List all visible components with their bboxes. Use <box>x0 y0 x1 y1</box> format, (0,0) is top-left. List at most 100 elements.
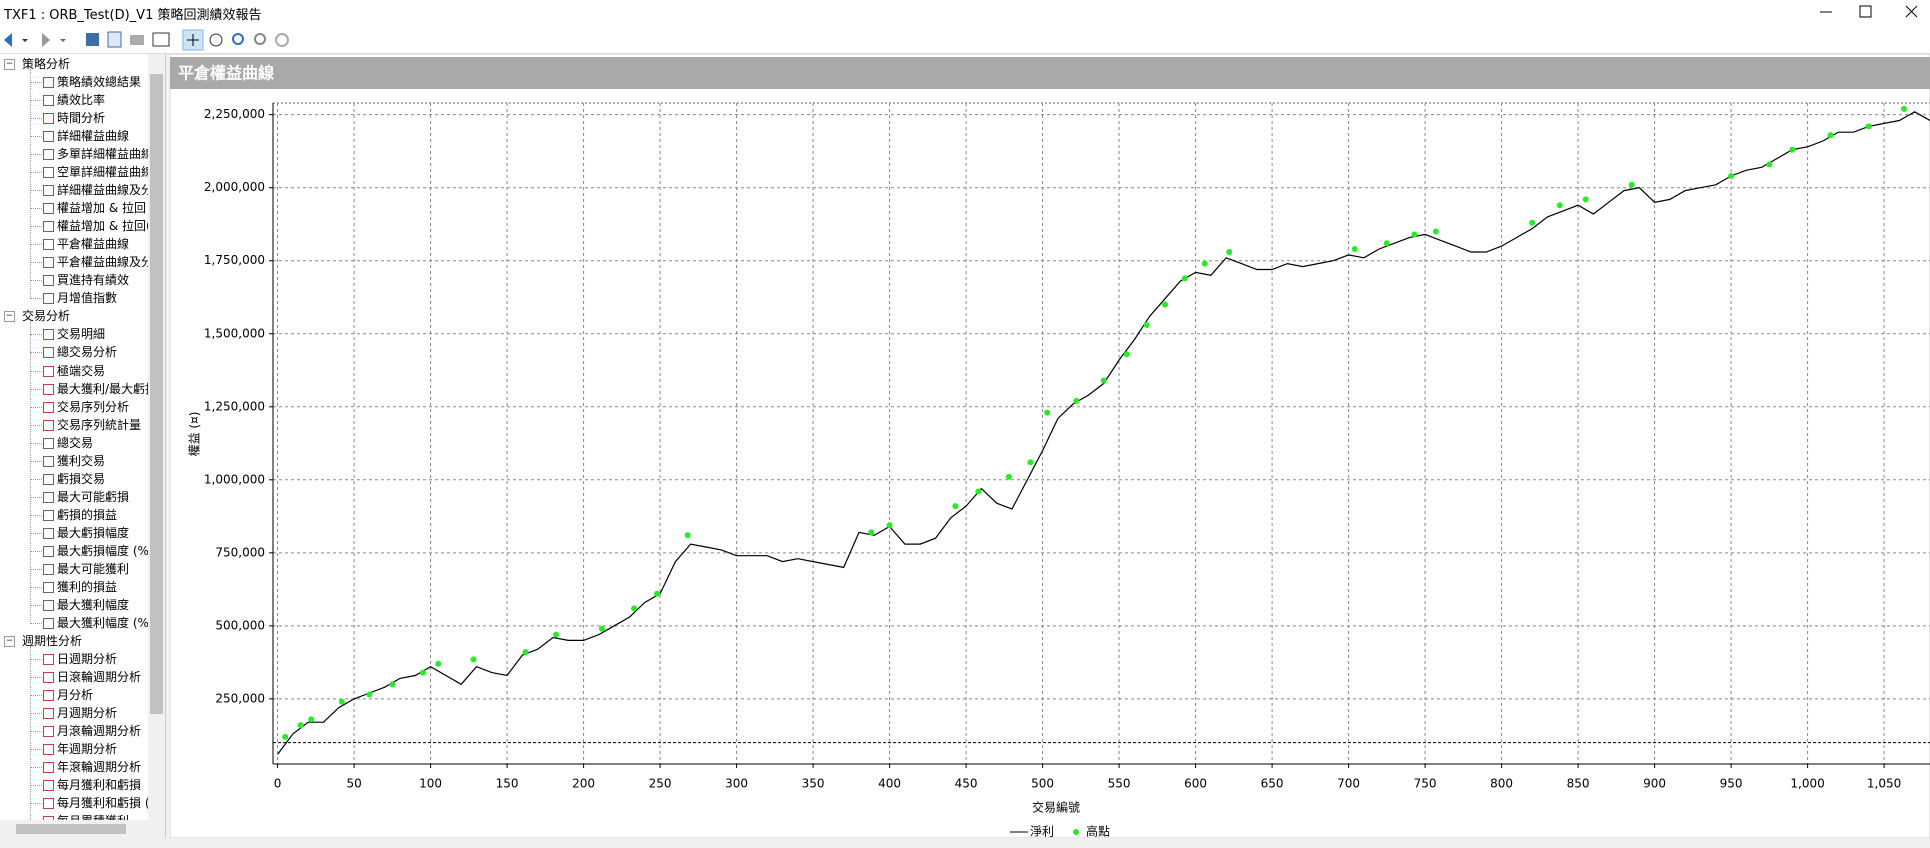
tree-item[interactable]: 績效比率 <box>57 93 106 108</box>
high-point <box>868 529 875 536</box>
collapse-toggle[interactable]: − <box>4 59 15 70</box>
legend-label: 淨利 <box>1030 825 1054 839</box>
high-point <box>366 691 373 698</box>
item-icon <box>43 744 54 756</box>
collapse-toggle[interactable]: − <box>4 635 15 647</box>
zoom-in-tool[interactable] <box>232 33 244 45</box>
table-button[interactable] <box>152 32 170 47</box>
tree-item[interactable]: 獲利的損益 <box>57 579 118 594</box>
x-tick-label: 750 <box>1414 777 1437 791</box>
high-point <box>1556 202 1563 209</box>
high-point <box>282 733 289 740</box>
x-tick-label: 400 <box>878 777 901 791</box>
x-tick-label: 950 <box>1720 777 1743 791</box>
tree-item[interactable]: 平倉權益曲線 <box>57 237 130 252</box>
preview-button[interactable] <box>107 31 122 48</box>
tree-item[interactable]: 最大獲利幅度 (% <box>57 615 148 630</box>
tree-item[interactable]: 年週期分析 <box>57 742 118 757</box>
tree-item[interactable]: 總交易分析 <box>57 345 118 360</box>
tree-item[interactable]: 最大虧損幅度 (% <box>57 543 148 558</box>
tree-item[interactable]: 月週期分析 <box>57 706 118 721</box>
tree-item[interactable]: 月分析 <box>57 688 94 703</box>
tree-connector <box>30 262 42 264</box>
item-icon <box>43 203 54 215</box>
forward-button[interactable] <box>42 33 50 47</box>
item-icon <box>43 563 54 575</box>
save-button[interactable] <box>86 33 99 46</box>
tree-connector <box>30 532 42 534</box>
tree-item[interactable]: 日滾輪週期分析 <box>57 670 142 685</box>
tree-item[interactable]: 空單詳細權益曲線 <box>57 165 148 180</box>
scroll-thumb[interactable] <box>16 824 126 834</box>
tree-item[interactable]: 虧損的損益 <box>57 507 118 522</box>
high-point <box>522 649 529 656</box>
high-point <box>684 532 691 539</box>
high-point <box>1789 146 1796 153</box>
y-tick-label: 500,000 <box>215 618 265 632</box>
tree-group[interactable]: 週期性分析 <box>22 633 83 648</box>
tree-connector <box>30 118 42 120</box>
close-button[interactable] <box>1905 5 1918 18</box>
tree-item[interactable]: 最大獲利/最大虧損 <box>57 381 148 396</box>
tree-item[interactable]: 獲利交易 <box>57 453 106 468</box>
y-tick-label: 2,000,000 <box>204 180 265 194</box>
maximize-button[interactable] <box>1859 5 1872 18</box>
scroll-thumb[interactable] <box>150 74 163 714</box>
tree-item[interactable]: 時間分析 <box>57 111 106 126</box>
tree-item[interactable]: 詳細權益曲線及分 <box>57 183 148 198</box>
tree-item[interactable]: 極端交易 <box>57 363 106 378</box>
tree-item[interactable]: 總交易 <box>57 435 94 450</box>
back-button[interactable] <box>4 33 12 47</box>
zoom-out-tool[interactable] <box>254 33 266 45</box>
tree-connector <box>30 280 42 282</box>
tree-item[interactable]: 權益增加 & 拉回 <box>57 201 146 216</box>
forward-dropdown[interactable] <box>60 39 66 42</box>
tree-item[interactable]: 虧損交易 <box>57 471 106 486</box>
panel-title: 平倉權益曲線 <box>178 64 274 83</box>
collapse-toggle[interactable]: − <box>4 311 15 323</box>
y-tick-label: 250,000 <box>215 691 265 705</box>
report-tree: − 策略分析 策略績效總結果 績效比率 時間分析 詳細權益曲線 多單詳細權益曲線 空單詳細權益… <box>0 54 166 838</box>
panel-header <box>170 57 1930 89</box>
tree-item[interactable]: 交易序列統計量 <box>57 417 142 432</box>
toolbar-icons <box>4 29 289 51</box>
tree-item[interactable]: 年滾輪週期分析 <box>57 760 142 775</box>
back-dropdown[interactable] <box>22 39 28 42</box>
pan-tool[interactable] <box>209 33 223 47</box>
tree-item[interactable]: 權益增加 & 拉回( <box>57 219 148 234</box>
tree-item[interactable]: 多單詳細權益曲線 <box>57 147 148 162</box>
print-button[interactable] <box>130 35 144 45</box>
tree-item[interactable]: 月滾輪週期分析 <box>57 724 142 739</box>
tree-group[interactable]: 策略分析 <box>22 57 71 71</box>
tree-item[interactable]: 每月獲利和虧損 <box>57 778 142 793</box>
x-tick-label: 300 <box>725 777 748 791</box>
tree-item[interactable]: 買進持有績效 <box>57 273 130 288</box>
tree-item[interactable]: 最大獲利幅度 <box>57 597 130 612</box>
y-tick-label: 1,000,000 <box>204 472 265 486</box>
tree-item[interactable]: 日週期分析 <box>57 651 118 666</box>
high-point <box>1226 248 1233 255</box>
panel-background <box>170 54 1930 838</box>
x-axis-label: 交易編號 <box>1032 800 1080 815</box>
y-tick-label: 1,500,000 <box>204 326 265 340</box>
item-icon <box>43 257 54 269</box>
tree-connector <box>30 604 42 606</box>
item-icon <box>43 491 54 503</box>
tree-item[interactable]: 平倉權益曲線及分 <box>57 255 148 270</box>
tree-item[interactable]: 詳細權益曲線 <box>57 129 130 144</box>
item-icon <box>43 347 54 359</box>
tree-item[interactable]: 月增值指數 <box>57 291 118 306</box>
tree-item[interactable]: 最大可能獲利 <box>57 561 130 576</box>
item-icon <box>43 419 54 431</box>
reset-tool[interactable] <box>275 33 289 47</box>
tree-connector <box>30 767 42 769</box>
high-point <box>654 590 661 597</box>
tree-group[interactable]: 交易分析 <box>22 309 71 324</box>
tree-item[interactable]: 交易明細 <box>57 327 106 342</box>
tree-item[interactable]: 每月獲利和虧損 ( <box>57 796 148 811</box>
tree-connector <box>30 69 31 300</box>
tree-item[interactable]: 策略績效總結果 <box>57 75 142 90</box>
tree-item[interactable]: 交易序列分析 <box>57 399 130 414</box>
tree-item[interactable]: 最大虧損幅度 <box>57 525 130 540</box>
tree-item[interactable]: 最大可能虧損 <box>57 489 130 504</box>
